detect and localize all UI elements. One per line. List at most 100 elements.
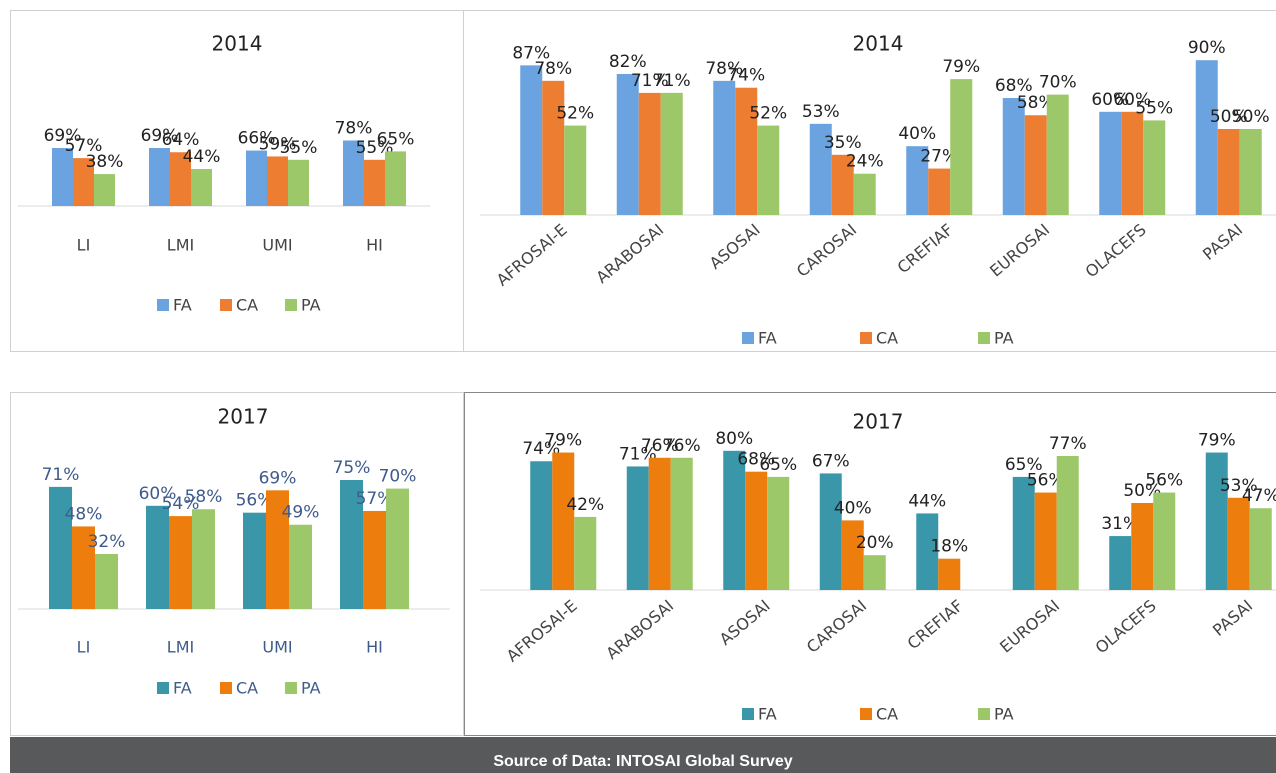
legend-swatch [220,299,232,311]
bar [520,65,543,215]
x-tick-label: EUROSAI [986,220,1053,281]
bar [146,505,169,609]
bar [863,555,886,590]
bar [1131,503,1154,590]
value-label: 49% [282,503,320,523]
legend-label: FA [173,679,192,698]
value-label: 79% [1198,431,1236,451]
value-label: 35% [824,133,862,153]
bar [626,466,649,590]
value-label: 40% [834,498,872,518]
value-label: 90% [1188,38,1226,58]
bar [841,520,864,590]
bar [1227,497,1250,590]
x-tick-label: PASAI [1199,220,1246,264]
value-label: 70% [379,467,417,487]
bar [1109,536,1132,590]
bar [340,480,363,609]
legend-swatch [978,332,990,344]
bar [246,150,267,206]
value-label: 27% [920,147,958,167]
value-label: 68% [995,76,1033,96]
bar [916,513,939,590]
bar [1012,476,1035,590]
bar [542,80,565,215]
bar [1056,456,1079,590]
bar [266,490,289,609]
legend-swatch [742,332,754,344]
x-tick-label: OLACEFS [1082,220,1150,281]
x-tick-label: OLACEFS [1092,596,1160,657]
bar [149,148,170,206]
bar [713,80,736,215]
bar [660,92,683,215]
x-tick-label: ARABOSAI [592,220,667,287]
value-label: 71% [631,71,669,91]
value-label: 79% [942,57,980,77]
bar [1153,492,1176,590]
bar [670,457,693,590]
x-tick-label: AFROSAI-E [503,596,581,666]
value-label: 78% [534,59,572,79]
x-tick-label: UMI [262,236,292,255]
x-tick-label: ARABOSAI [602,596,677,663]
bar [928,168,951,215]
value-label: 60% [139,484,177,504]
x-tick-label: LMI [167,236,194,255]
legend-swatch [157,682,169,694]
legend-swatch [157,299,169,311]
value-label: 78% [705,59,743,79]
bar [385,151,406,206]
bar [49,486,72,609]
x-tick-label: LI [77,236,91,255]
bar [616,73,639,216]
bar [853,173,876,215]
value-label: 87% [512,43,550,63]
legend-swatch [860,708,872,720]
value-label: 32% [88,532,126,552]
bar [363,510,386,609]
value-label: 57% [356,489,394,509]
value-label: 69% [259,468,297,488]
value-label: 55% [280,138,318,158]
value-label: 68% [737,450,775,470]
chart-title: 2017 [218,405,269,429]
x-tick-label: UMI [262,638,292,657]
bar [1121,111,1144,215]
bar [192,509,215,609]
value-label: 20% [856,533,894,553]
x-tick-label: CREFIAF [894,220,957,277]
value-label: 65% [759,455,797,475]
panel [464,392,1276,736]
bar [809,123,832,215]
value-label: 52% [749,104,787,124]
value-label: 24% [846,152,884,172]
bar [1239,129,1262,215]
value-label: 59% [259,134,297,154]
value-label: 64% [162,130,200,150]
value-label: 18% [930,537,968,557]
bar [52,148,73,206]
bar [243,512,266,609]
value-label: 50% [1123,481,1161,501]
value-label: 55% [356,138,394,158]
value-label: 48% [65,504,103,524]
value-label: 57% [65,136,103,156]
legend-label: FA [758,329,777,348]
source-footer: Source of Data: INTOSAI Global Survey [10,737,1276,773]
value-label: 65% [1005,455,1043,475]
bar [530,461,553,590]
value-label: 53% [802,102,840,122]
bar [648,457,671,590]
bar [1249,508,1272,590]
value-label: 71% [619,444,657,464]
value-label: 71% [42,465,80,485]
value-label: 60% [1113,90,1151,110]
value-label: 82% [609,52,647,72]
legend-swatch [285,682,297,694]
bar [735,87,758,215]
bar [767,476,790,590]
bar [288,159,309,206]
bar [552,452,575,590]
value-label: 31% [1101,514,1139,534]
